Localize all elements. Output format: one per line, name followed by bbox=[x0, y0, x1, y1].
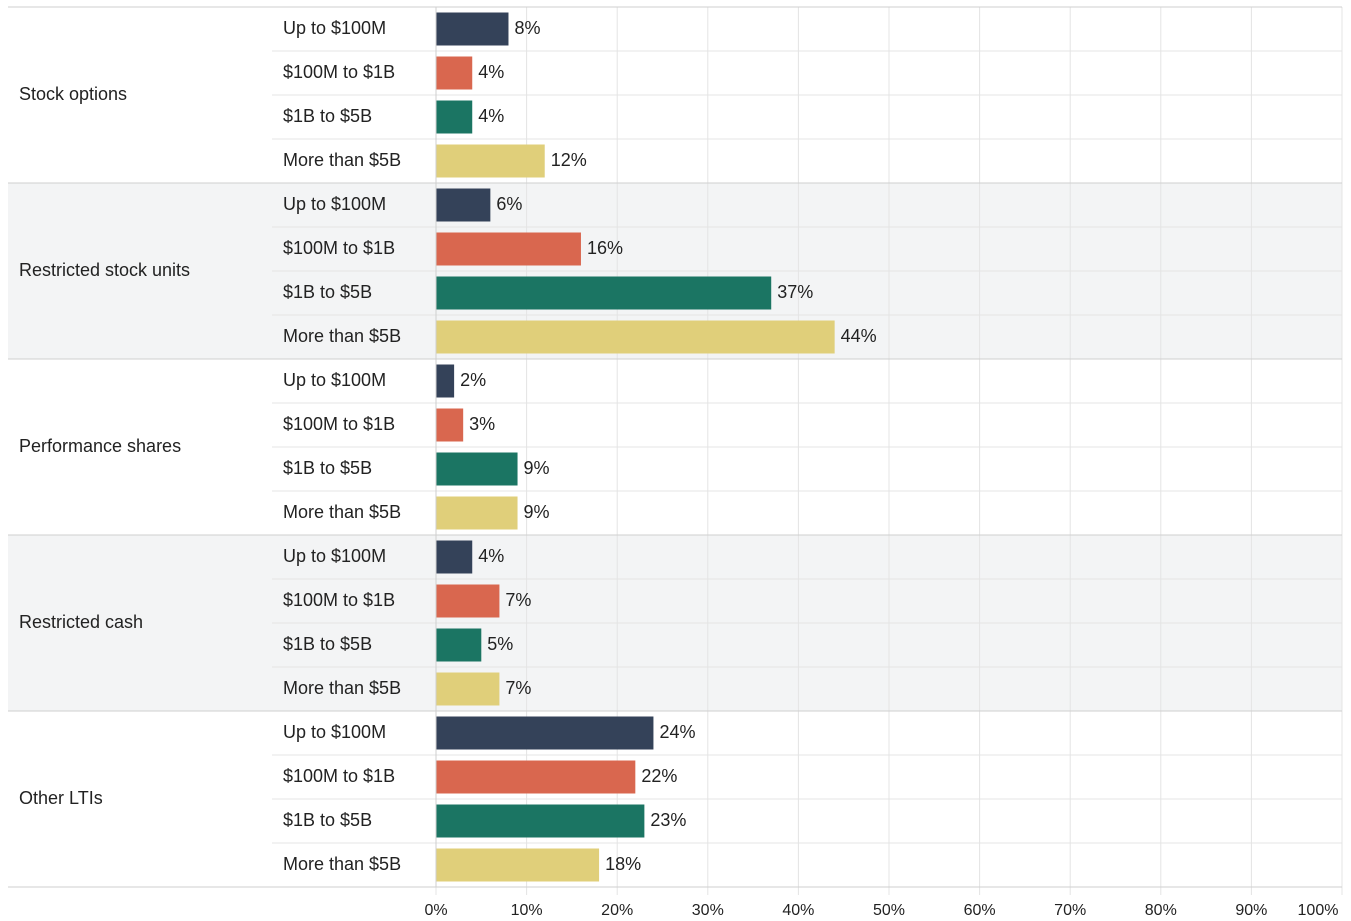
bar bbox=[436, 364, 455, 398]
row-label: Up to $100M bbox=[283, 546, 386, 566]
value-label: 7% bbox=[505, 590, 531, 610]
row-label: $100M to $1B bbox=[283, 414, 395, 434]
row-label: Up to $100M bbox=[283, 194, 386, 214]
row-label: Up to $100M bbox=[283, 722, 386, 742]
row-label: $1B to $5B bbox=[283, 810, 372, 830]
group-label: Stock options bbox=[19, 84, 127, 104]
value-label: 16% bbox=[587, 238, 623, 258]
bar bbox=[436, 848, 600, 882]
group-label: Other LTIs bbox=[19, 788, 103, 808]
bar bbox=[436, 56, 473, 90]
bar bbox=[436, 100, 473, 134]
row-label: $100M to $1B bbox=[283, 238, 395, 258]
bar bbox=[436, 716, 654, 750]
x-tick-label: 90% bbox=[1235, 902, 1267, 919]
value-label: 9% bbox=[524, 502, 550, 522]
value-label: 6% bbox=[496, 194, 522, 214]
value-label: 8% bbox=[514, 18, 540, 38]
value-label: 44% bbox=[841, 326, 877, 346]
value-label: 37% bbox=[777, 282, 813, 302]
value-label: 12% bbox=[551, 150, 587, 170]
row-label: More than $5B bbox=[283, 502, 401, 522]
bar bbox=[436, 12, 509, 46]
value-label: 3% bbox=[469, 414, 495, 434]
value-label: 7% bbox=[505, 678, 531, 698]
group-label: Restricted stock units bbox=[19, 260, 190, 280]
group-label: Performance shares bbox=[19, 436, 181, 456]
x-tick-label: 20% bbox=[601, 902, 633, 919]
x-tick-label: 0% bbox=[424, 902, 447, 919]
x-tick-label: 80% bbox=[1145, 902, 1177, 919]
value-label: 22% bbox=[641, 766, 677, 786]
x-tick-label: 50% bbox=[873, 902, 905, 919]
row-label: $1B to $5B bbox=[283, 282, 372, 302]
row-label: $100M to $1B bbox=[283, 62, 395, 82]
row-label: $1B to $5B bbox=[283, 458, 372, 478]
value-label: 4% bbox=[478, 546, 504, 566]
row-label: More than $5B bbox=[283, 150, 401, 170]
row-label: $1B to $5B bbox=[283, 106, 372, 126]
bar bbox=[436, 276, 772, 310]
value-label: 4% bbox=[478, 62, 504, 82]
bar bbox=[436, 672, 500, 706]
row-label: More than $5B bbox=[283, 854, 401, 874]
x-tick-label: 70% bbox=[1054, 902, 1086, 919]
row-label: $100M to $1B bbox=[283, 590, 395, 610]
row-label: More than $5B bbox=[283, 678, 401, 698]
row-label: More than $5B bbox=[283, 326, 401, 346]
bar bbox=[436, 232, 581, 266]
value-label: 24% bbox=[659, 722, 695, 742]
bar bbox=[436, 760, 636, 794]
x-tick-label: 100% bbox=[1298, 902, 1339, 919]
bar bbox=[436, 628, 482, 662]
x-tick-label: 30% bbox=[692, 902, 724, 919]
bar bbox=[436, 144, 545, 178]
row-label: $1B to $5B bbox=[283, 634, 372, 654]
value-label: 23% bbox=[650, 810, 686, 830]
value-label: 4% bbox=[478, 106, 504, 126]
row-label: Up to $100M bbox=[283, 370, 386, 390]
row-label: Up to $100M bbox=[283, 18, 386, 38]
bar bbox=[436, 320, 835, 354]
x-tick-label: 10% bbox=[511, 902, 543, 919]
bar bbox=[436, 540, 473, 574]
bar bbox=[436, 452, 518, 486]
value-label: 9% bbox=[524, 458, 550, 478]
x-tick-label: 40% bbox=[782, 902, 814, 919]
bar bbox=[436, 188, 491, 222]
x-tick-label: 60% bbox=[964, 902, 996, 919]
value-label: 5% bbox=[487, 634, 513, 654]
bar bbox=[436, 584, 500, 618]
group-label: Restricted cash bbox=[19, 612, 143, 632]
bar bbox=[436, 804, 645, 838]
row-label: $100M to $1B bbox=[283, 766, 395, 786]
bar bbox=[436, 408, 464, 442]
value-label: 2% bbox=[460, 370, 486, 390]
value-label: 18% bbox=[605, 854, 641, 874]
bar bbox=[436, 496, 518, 530]
